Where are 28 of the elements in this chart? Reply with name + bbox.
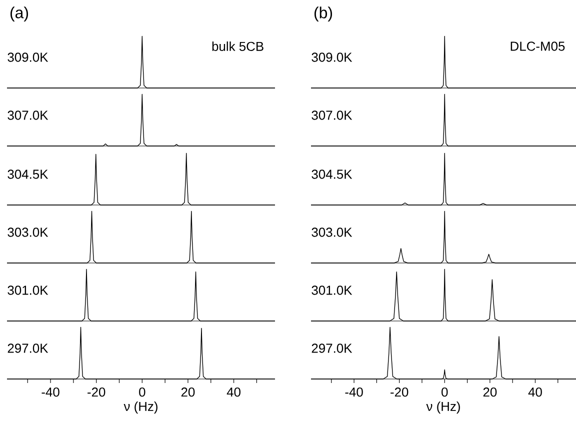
x-tick-label: 20	[181, 388, 195, 397]
x-tick-label: 40	[528, 388, 542, 397]
x-tick-label: 0	[139, 388, 146, 397]
x-tick-label: -20	[88, 388, 106, 397]
chart-title: (b)	[314, 6, 332, 22]
annotation: 304.5K	[8, 170, 48, 179]
annotation: 303.0K	[8, 228, 48, 237]
x-tick-label: 20	[483, 388, 497, 397]
x-axis-title: ν (Hz)	[426, 402, 460, 414]
annotation: 297.0K	[8, 344, 48, 353]
x-axis-title: ν (Hz)	[124, 402, 158, 414]
annotation: 303.0K	[312, 228, 352, 237]
annotation: 307.0K	[312, 110, 352, 120]
x-tick-label: 0	[442, 388, 448, 397]
annotation: 307.0K	[8, 110, 48, 120]
x-tick-label: -20	[390, 388, 408, 397]
x-tick-label: 40	[226, 388, 240, 397]
chart-title: (a)	[10, 6, 28, 22]
annotation: 297.0K	[312, 344, 352, 353]
annotation: bulk 5CB	[212, 41, 264, 51]
annotation: 301.0K	[312, 286, 352, 295]
x-tick-label: -40	[345, 388, 363, 397]
annotation: 301.0K	[8, 286, 48, 295]
x-tick-label: -40	[42, 388, 60, 397]
annotation: DLC-M05	[510, 42, 565, 51]
annotation: 304.5K	[312, 170, 352, 179]
annotation: 309.0K	[8, 52, 48, 62]
annotation: 309.0K	[312, 52, 352, 62]
